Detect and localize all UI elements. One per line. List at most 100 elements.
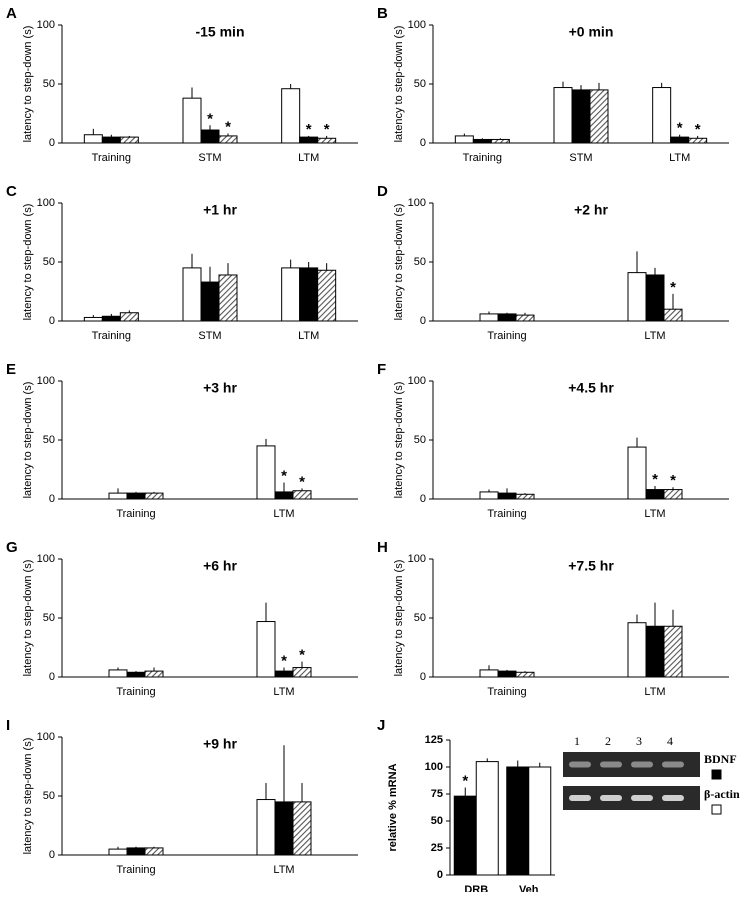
y-axis-label: latency to step-down (s) <box>393 560 405 677</box>
y-tick-label: 100 <box>37 19 55 31</box>
panel-letter: C <box>6 183 17 200</box>
bar <box>454 135 474 144</box>
x-tick-label: Training <box>487 508 526 520</box>
gel-band <box>662 795 684 801</box>
y-tick-label: 50 <box>414 256 426 268</box>
panel-letter: G <box>6 539 18 556</box>
y-axis-label: latency to step-down (s) <box>22 560 34 677</box>
bar <box>256 445 276 500</box>
bar <box>126 847 146 856</box>
gel-lane-label: 2 <box>605 734 611 748</box>
bar <box>645 489 665 500</box>
significance-mark: * <box>207 110 213 127</box>
bar <box>497 670 517 678</box>
bar <box>299 136 319 144</box>
x-tick-label: Training <box>116 686 155 698</box>
y-tick-label: 100 <box>408 19 426 31</box>
y-tick-label: 50 <box>414 612 426 624</box>
y-tick-label: 100 <box>37 553 55 565</box>
gel-band <box>631 761 653 768</box>
bar <box>218 135 238 144</box>
gel-band <box>569 795 591 801</box>
bar <box>108 848 128 856</box>
y-tick-label: 0 <box>437 869 443 881</box>
legend-swatch <box>711 769 722 780</box>
bar <box>663 308 683 322</box>
bar <box>515 314 535 322</box>
panel: E +3 hr latency to step-down (s) 0 50 100 Trai… <box>6 361 358 520</box>
bar <box>453 795 477 876</box>
y-axis-label: latency to step-down (s) <box>22 26 34 143</box>
y-axis-label: latency to step-down (s) <box>393 204 405 321</box>
y-axis-label: latency to step-down (s) <box>393 382 405 499</box>
bar <box>126 492 146 500</box>
y-tick-label: 50 <box>43 78 55 90</box>
x-tick-label: Training <box>92 330 131 342</box>
x-tick-label: STM <box>198 152 221 164</box>
chart-title: +1 hr <box>203 202 237 218</box>
panel-letter: I <box>6 717 10 734</box>
bar <box>515 671 535 678</box>
bar <box>274 670 294 678</box>
bar <box>479 669 499 678</box>
bar <box>292 667 312 678</box>
x-tick-label: STM <box>198 330 221 342</box>
bar <box>299 267 319 322</box>
bar <box>652 87 672 144</box>
x-tick-label: DRB <box>464 884 488 892</box>
panel: F +4.5 hr latency to step-down (s) 0 50 100 Tr… <box>377 361 729 520</box>
bar <box>218 274 238 322</box>
x-tick-label: LTM <box>644 508 665 520</box>
significance-mark: * <box>652 471 658 488</box>
significance-mark: * <box>306 121 312 138</box>
x-tick-label: LTM <box>298 152 319 164</box>
y-tick-label: 50 <box>431 815 443 827</box>
chart-title: +4.5 hr <box>568 380 614 396</box>
bar <box>627 446 647 500</box>
y-tick-label: 125 <box>425 734 443 746</box>
bar <box>256 621 276 678</box>
chart-title: +2 hr <box>574 202 608 218</box>
y-tick-label: 50 <box>414 434 426 446</box>
y-tick-label: 100 <box>37 197 55 209</box>
y-tick-label: 100 <box>37 375 55 387</box>
legend-label: β-actin <box>704 787 740 801</box>
panel: C +1 hr latency to step-down (s) 0 50 100 Trai… <box>6 183 358 342</box>
panel-letter: B <box>377 5 388 22</box>
y-tick-label: 50 <box>43 256 55 268</box>
bar <box>256 799 276 856</box>
panel: A -15 min latency to step-down (s) 0 50 100 Tr… <box>6 5 358 164</box>
gel-band <box>600 795 622 801</box>
bar <box>292 490 312 500</box>
bar <box>627 622 647 678</box>
significance-mark: * <box>299 647 305 664</box>
panel-letter: D <box>377 183 388 200</box>
x-tick-label: Training <box>487 686 526 698</box>
bar <box>292 801 312 856</box>
y-tick-label: 0 <box>420 137 426 149</box>
y-tick-label: 100 <box>37 731 55 743</box>
legend-label: BDNF <box>704 752 737 766</box>
bar <box>119 136 139 144</box>
panel-letter: A <box>6 5 17 22</box>
bar <box>274 491 294 500</box>
x-tick-label: Training <box>92 152 131 164</box>
y-tick-label: 50 <box>43 612 55 624</box>
significance-mark: * <box>670 472 676 489</box>
bar <box>83 134 103 144</box>
bar <box>317 137 337 144</box>
y-axis-label: latency to step-down (s) <box>22 738 34 855</box>
bar <box>490 138 510 144</box>
x-tick-label: LTM <box>273 864 294 876</box>
bar <box>528 766 552 876</box>
y-tick-label: 0 <box>420 315 426 327</box>
y-tick-label: 50 <box>43 790 55 802</box>
y-axis-label: relative % mRNA <box>387 763 399 851</box>
legend-swatch <box>711 804 722 815</box>
bar <box>670 136 690 144</box>
x-tick-label: LTM <box>669 152 690 164</box>
y-tick-label: 100 <box>408 197 426 209</box>
chart-title: +0 min <box>569 24 614 40</box>
